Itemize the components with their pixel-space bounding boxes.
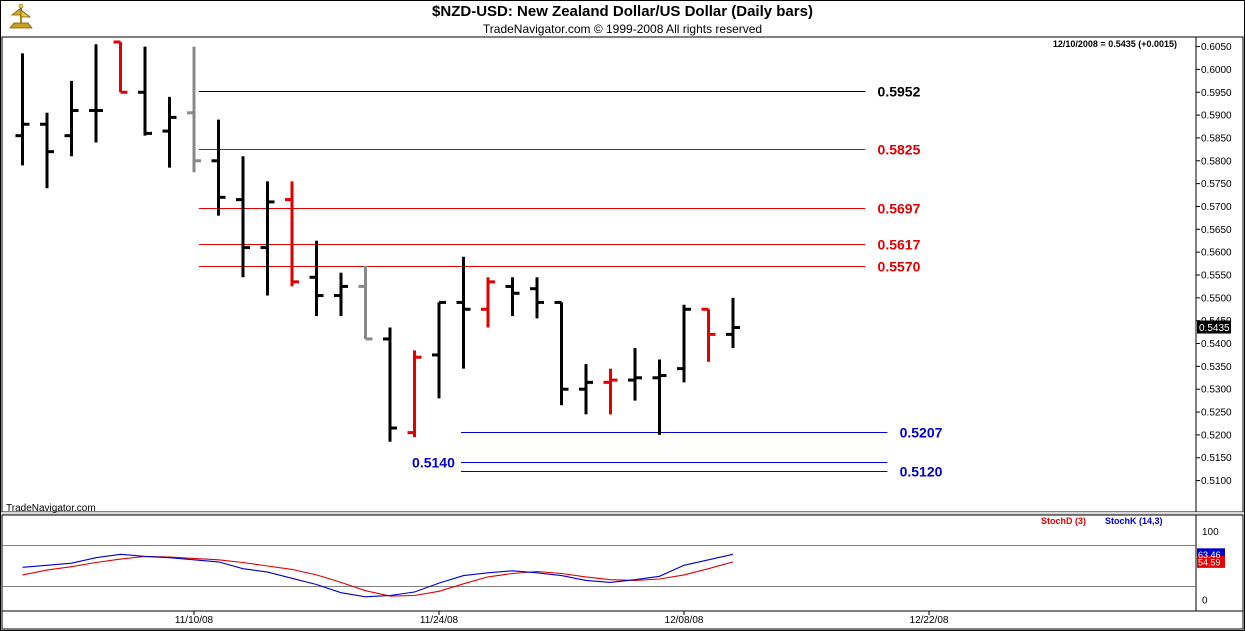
stoch-panel (1, 514, 1197, 612)
last-value-label: 0.5435 (1199, 323, 1230, 334)
price-tick-label: 0.5600 (1201, 248, 1232, 259)
price-tick-label: 0.5300 (1201, 385, 1232, 396)
price-tick-label: 0.5250 (1201, 408, 1232, 419)
date-axis: 11/10/08 11/24/08 12/08/08 12/22/08 (175, 611, 949, 626)
chart-subtitle: TradeNavigator.com © 1999-2008 All right… (482, 22, 763, 36)
price-axis-panel (1195, 36, 1244, 513)
trade-navigator-logo (9, 3, 33, 29)
level-label: 0.5120 (900, 464, 943, 480)
price-tick-label: 0.5500 (1201, 293, 1232, 304)
date-tick-label: 11/24/08 (420, 615, 459, 626)
price-tick-label: 0.5950 (1201, 88, 1232, 99)
price-tick-label: 0.5900 (1201, 111, 1232, 122)
date-tick-label: 12/22/08 (910, 615, 949, 626)
stoch-tick-label: 0 (1202, 596, 1208, 607)
stoch-value-box (1197, 555, 1225, 568)
price-tick-label: 0.5700 (1201, 202, 1232, 213)
price-tick-label: 0.6050 (1201, 42, 1232, 53)
price-tick-label: 0.5850 (1201, 133, 1232, 144)
last-value-box (1197, 320, 1231, 334)
stochd-value-label: 54.59 (1198, 557, 1221, 567)
price-tick-label: 0.5150 (1201, 453, 1232, 464)
level-label: 0.5207 (900, 425, 943, 441)
price-tick-label: 0.5800 (1201, 156, 1232, 167)
price-tick-label: 0.5550 (1201, 270, 1232, 281)
price-tick-label: 0.5350 (1201, 362, 1232, 373)
stochk-value-label: 63.46 (1198, 550, 1221, 560)
price-tick-label: 0.5200 (1201, 430, 1232, 441)
date-tick-label: 12/08/08 (665, 615, 704, 626)
chart-title: $NZD-USD: New Zealand Dollar/US Dollar (… (432, 3, 813, 20)
last-price-info: 12/10/2008 = 0.5435 (+0.0015) (1053, 39, 1177, 49)
price-bars (15, 40, 740, 442)
stoch-tick-label: 100 (1202, 527, 1219, 538)
stoch-series-line (22, 555, 734, 597)
level-label: 0.5140 (412, 455, 455, 471)
price-tick-label: 0.6000 (1201, 65, 1232, 76)
panel-separator (2, 512, 1243, 515)
level-label: 0.5617 (878, 237, 921, 253)
watermark-label: TradeNavigator.com (6, 503, 96, 514)
price-tick-label: 0.5750 (1201, 179, 1232, 190)
legend-stochk: StochK (14,3) (1105, 516, 1163, 526)
price-tick-label: 0.5650 (1201, 225, 1232, 236)
stoch-series-line (22, 553, 734, 598)
level-label: 0.5697 (878, 201, 921, 217)
price-tick-label: 0.5400 (1201, 339, 1232, 350)
price-ticks: 0.6050 0.6000 0.5950 0.5900 0.5850 0.5800 0.57… (1196, 42, 1232, 487)
level-label: 0.5952 (878, 84, 921, 100)
level-lines: 0.5952 0.5825 0.5697 0.5617 0.5570 0.5207 0.51… (198, 84, 943, 480)
price-panel (1, 36, 1197, 513)
level-label: 0.5825 (878, 142, 921, 158)
level-label: 0.5570 (878, 259, 921, 275)
price-tick-label: 0.5100 (1201, 476, 1232, 487)
legend-stochd: StochD (3) (1041, 516, 1086, 526)
date-axis-panel (1, 610, 1244, 630)
date-tick-label: 11/10/08 (175, 615, 214, 626)
